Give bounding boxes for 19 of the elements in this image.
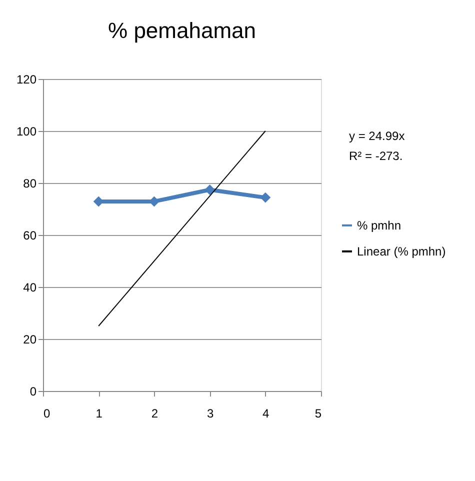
legend-label: % pmhn <box>357 218 402 232</box>
x-tick-label: 1 <box>96 406 103 420</box>
x-tick-label: 3 <box>206 406 214 420</box>
y-tick-label: 60 <box>23 228 37 242</box>
y-tick-label: 120 <box>16 72 37 86</box>
chart-title: % pemahaman <box>108 18 256 43</box>
y-tick-label: 80 <box>23 176 37 190</box>
y-tick-label: 20 <box>23 332 37 346</box>
y-tick-label: 40 <box>23 280 37 294</box>
x-tick-label: 4 <box>262 406 270 420</box>
x-tick-label: 0 <box>44 406 50 420</box>
y-tick-label: 100 <box>16 124 37 138</box>
legend-label: Linear (% pmhn) <box>357 244 446 258</box>
x-tick-label: 2 <box>151 406 158 420</box>
point <box>260 192 271 203</box>
x-tick-label: 5 <box>314 406 322 420</box>
y-tick-label: 0 <box>30 384 37 398</box>
text: y = 24.99x R² = -273. <box>349 129 405 163</box>
point <box>204 184 216 196</box>
